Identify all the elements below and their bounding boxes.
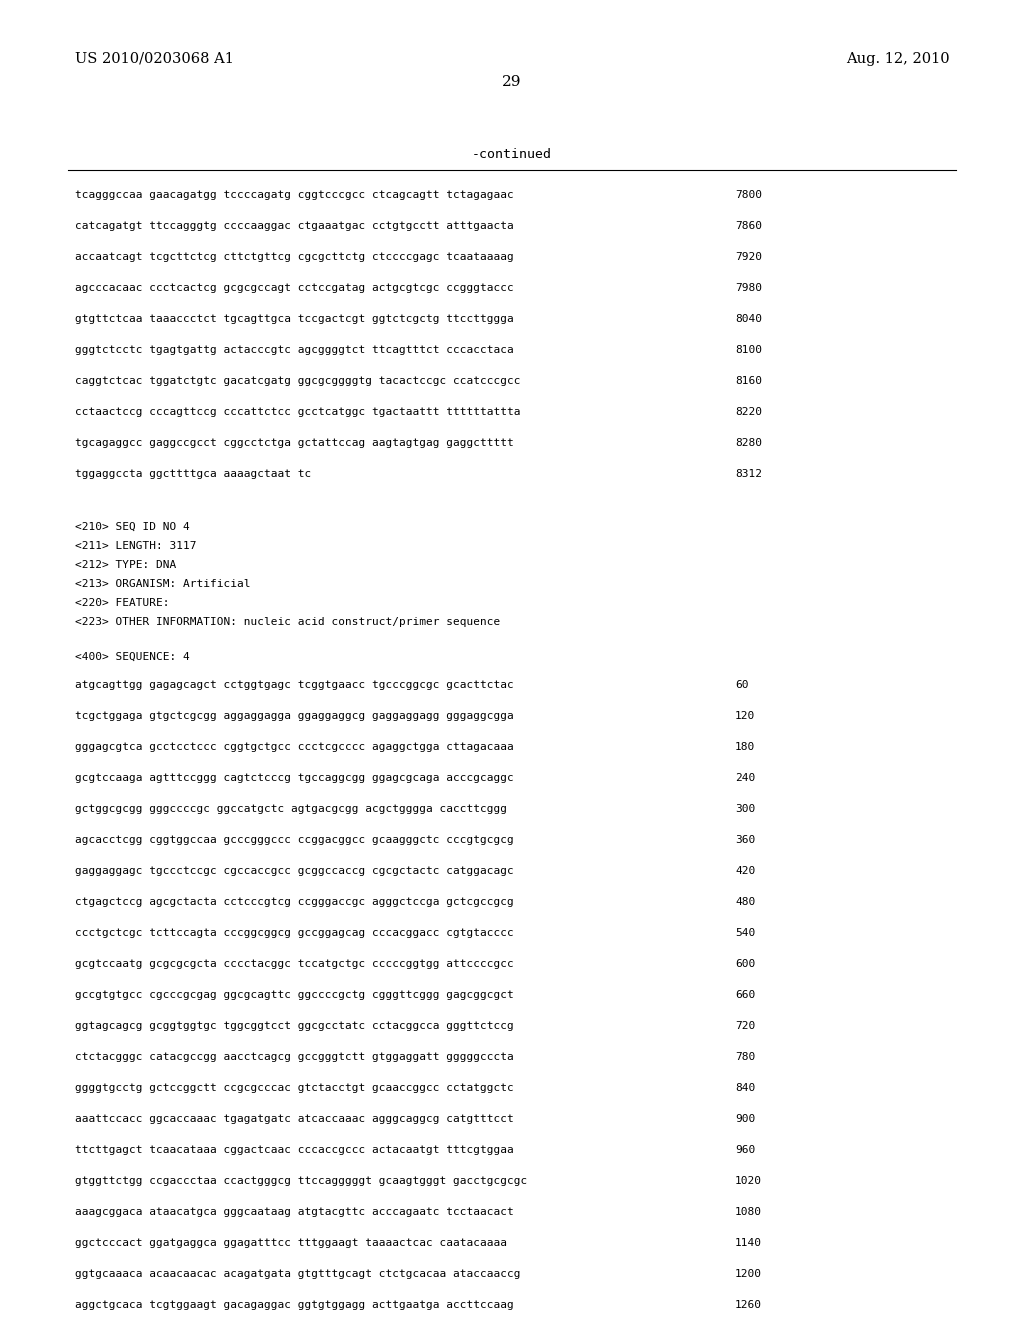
Text: 8160: 8160 xyxy=(735,376,762,385)
Text: 360: 360 xyxy=(735,836,756,845)
Text: gggagcgtca gcctcctccc cggtgctgcc ccctcgcccc agaggctgga cttagacaaa: gggagcgtca gcctcctccc cggtgctgcc ccctcgc… xyxy=(75,742,514,752)
Text: agcacctcgg cggtggccaa gcccgggccc ccggacggcc gcaagggctc cccgtgcgcg: agcacctcgg cggtggccaa gcccgggccc ccggacg… xyxy=(75,836,514,845)
Text: 8220: 8220 xyxy=(735,407,762,417)
Text: gccgtgtgcc cgcccgcgag ggcgcagttc ggccccgctg cgggttcggg gagcggcgct: gccgtgtgcc cgcccgcgag ggcgcagttc ggccccg… xyxy=(75,990,514,1001)
Text: 720: 720 xyxy=(735,1020,756,1031)
Text: 540: 540 xyxy=(735,928,756,939)
Text: 660: 660 xyxy=(735,990,756,1001)
Text: 1260: 1260 xyxy=(735,1300,762,1309)
Text: gcgtccaatg gcgcgcgcta cccctacggc tccatgctgc cccccggtgg attccccgcc: gcgtccaatg gcgcgcgcta cccctacggc tccatgc… xyxy=(75,960,514,969)
Text: gctggcgcgg gggccccgc ggccatgctc agtgacgcgg acgctgggga caccttcggg: gctggcgcgg gggccccgc ggccatgctc agtgacgc… xyxy=(75,804,507,814)
Text: ctctacgggc catacgccgg aacctcagcg gccgggtctt gtggaggatt gggggcccta: ctctacgggc catacgccgg aacctcagcg gccgggt… xyxy=(75,1052,514,1063)
Text: ccctgctcgc tcttccagta cccggcggcg gccggagcag cccacggacc cgtgtacccc: ccctgctcgc tcttccagta cccggcggcg gccggag… xyxy=(75,928,514,939)
Text: 120: 120 xyxy=(735,711,756,721)
Text: aggctgcaca tcgtggaagt gacagaggac ggtgtggagg acttgaatga accttccaag: aggctgcaca tcgtggaagt gacagaggac ggtgtgg… xyxy=(75,1300,514,1309)
Text: ctgagctccg agcgctacta cctcccgtcg ccgggaccgc agggctccga gctcgccgcg: ctgagctccg agcgctacta cctcccgtcg ccgggac… xyxy=(75,898,514,907)
Text: <223> OTHER INFORMATION: nucleic acid construct/primer sequence: <223> OTHER INFORMATION: nucleic acid co… xyxy=(75,616,501,627)
Text: 29: 29 xyxy=(502,75,522,88)
Text: Aug. 12, 2010: Aug. 12, 2010 xyxy=(847,51,950,66)
Text: 60: 60 xyxy=(735,680,749,690)
Text: gcgtccaaga agtttccggg cagtctcccg tgccaggcgg ggagcgcaga acccgcaggc: gcgtccaaga agtttccggg cagtctcccg tgccagg… xyxy=(75,774,514,783)
Text: caggtctcac tggatctgtc gacatcgatg ggcgcggggtg tacactccgc ccatcccgcc: caggtctcac tggatctgtc gacatcgatg ggcgcgg… xyxy=(75,376,520,385)
Text: 8280: 8280 xyxy=(735,438,762,447)
Text: <400> SEQUENCE: 4: <400> SEQUENCE: 4 xyxy=(75,652,189,663)
Text: 1020: 1020 xyxy=(735,1176,762,1185)
Text: 240: 240 xyxy=(735,774,756,783)
Text: tgcagaggcc gaggccgcct cggcctctga gctattccag aagtagtgag gaggcttttt: tgcagaggcc gaggccgcct cggcctctga gctattc… xyxy=(75,438,514,447)
Text: ggtgcaaaca acaacaacac acagatgata gtgtttgcagt ctctgcacaa ataccaaccg: ggtgcaaaca acaacaacac acagatgata gtgtttg… xyxy=(75,1269,520,1279)
Text: 480: 480 xyxy=(735,898,756,907)
Text: 300: 300 xyxy=(735,804,756,814)
Text: ggtagcagcg gcggtggtgc tggcggtcct ggcgcctatc cctacggcca gggttctccg: ggtagcagcg gcggtggtgc tggcggtcct ggcgcct… xyxy=(75,1020,514,1031)
Text: gaggaggagc tgccctccgc cgccaccgcc gcggccaccg cgcgctactc catggacagc: gaggaggagc tgccctccgc cgccaccgcc gcggcca… xyxy=(75,866,514,876)
Text: tcgctggaga gtgctcgcgg aggaggagga ggaggaggcg gaggaggagg gggaggcgga: tcgctggaga gtgctcgcgg aggaggagga ggaggag… xyxy=(75,711,514,721)
Text: tggaggccta ggcttttgca aaaagctaat tc: tggaggccta ggcttttgca aaaagctaat tc xyxy=(75,469,311,479)
Text: gtgttctcaa taaaccctct tgcagttgca tccgactcgt ggtctcgctg ttccttggga: gtgttctcaa taaaccctct tgcagttgca tccgact… xyxy=(75,314,514,323)
Text: 840: 840 xyxy=(735,1082,756,1093)
Text: 7860: 7860 xyxy=(735,220,762,231)
Text: 7920: 7920 xyxy=(735,252,762,261)
Text: aaagcggaca ataacatgca gggcaataag atgtacgttc acccagaatc tcctaacact: aaagcggaca ataacatgca gggcaataag atgtacg… xyxy=(75,1206,514,1217)
Text: <220> FEATURE:: <220> FEATURE: xyxy=(75,598,170,609)
Text: catcagatgt ttccagggtg ccccaaggac ctgaaatgac cctgtgcctt atttgaacta: catcagatgt ttccagggtg ccccaaggac ctgaaat… xyxy=(75,220,514,231)
Text: 1200: 1200 xyxy=(735,1269,762,1279)
Text: cctaactccg cccagttccg cccattctcc gcctcatggc tgactaattt ttttttattta: cctaactccg cccagttccg cccattctcc gcctcat… xyxy=(75,407,520,417)
Text: <211> LENGTH: 3117: <211> LENGTH: 3117 xyxy=(75,541,197,550)
Text: 780: 780 xyxy=(735,1052,756,1063)
Text: 180: 180 xyxy=(735,742,756,752)
Text: US 2010/0203068 A1: US 2010/0203068 A1 xyxy=(75,51,233,66)
Text: 420: 420 xyxy=(735,866,756,876)
Text: ttcttgagct tcaacataaa cggactcaac cccaccgccc actacaatgt tttcgtggaa: ttcttgagct tcaacataaa cggactcaac cccaccg… xyxy=(75,1144,514,1155)
Text: tcagggccaa gaacagatgg tccccagatg cggtcccgcc ctcagcagtt tctagagaac: tcagggccaa gaacagatgg tccccagatg cggtccc… xyxy=(75,190,514,201)
Text: agcccacaac ccctcactcg gcgcgccagt cctccgatag actgcgtcgc ccgggtaccc: agcccacaac ccctcactcg gcgcgccagt cctccga… xyxy=(75,282,514,293)
Text: ggggtgcctg gctccggctt ccgcgcccac gtctacctgt gcaaccggcc cctatggctc: ggggtgcctg gctccggctt ccgcgcccac gtctacc… xyxy=(75,1082,514,1093)
Text: 8100: 8100 xyxy=(735,345,762,355)
Text: -continued: -continued xyxy=(472,148,552,161)
Text: gggtctcctc tgagtgattg actacccgtc agcggggtct ttcagtttct cccacctaca: gggtctcctc tgagtgattg actacccgtc agcgggg… xyxy=(75,345,514,355)
Text: accaatcagt tcgcttctcg cttctgttcg cgcgcttctg ctccccgagc tcaataaaag: accaatcagt tcgcttctcg cttctgttcg cgcgctt… xyxy=(75,252,514,261)
Text: gtggttctgg ccgaccctaa ccactgggcg ttccagggggt gcaagtgggt gacctgcgcgc: gtggttctgg ccgaccctaa ccactgggcg ttccagg… xyxy=(75,1176,527,1185)
Text: 7800: 7800 xyxy=(735,190,762,201)
Text: 600: 600 xyxy=(735,960,756,969)
Text: aaattccacc ggcaccaaac tgagatgatc atcaccaaac agggcaggcg catgtttcct: aaattccacc ggcaccaaac tgagatgatc atcacca… xyxy=(75,1114,514,1125)
Text: 900: 900 xyxy=(735,1114,756,1125)
Text: 1080: 1080 xyxy=(735,1206,762,1217)
Text: 8040: 8040 xyxy=(735,314,762,323)
Text: 8312: 8312 xyxy=(735,469,762,479)
Text: <213> ORGANISM: Artificial: <213> ORGANISM: Artificial xyxy=(75,579,251,589)
Text: atgcagttgg gagagcagct cctggtgagc tcggtgaacc tgcccggcgc gcacttctac: atgcagttgg gagagcagct cctggtgagc tcggtga… xyxy=(75,680,514,690)
Text: 1140: 1140 xyxy=(735,1238,762,1247)
Text: ggctcccact ggatgaggca ggagatttcc tttggaagt taaaactcac caatacaaaa: ggctcccact ggatgaggca ggagatttcc tttggaa… xyxy=(75,1238,507,1247)
Text: <212> TYPE: DNA: <212> TYPE: DNA xyxy=(75,560,176,570)
Text: 960: 960 xyxy=(735,1144,756,1155)
Text: <210> SEQ ID NO 4: <210> SEQ ID NO 4 xyxy=(75,521,189,532)
Text: 7980: 7980 xyxy=(735,282,762,293)
